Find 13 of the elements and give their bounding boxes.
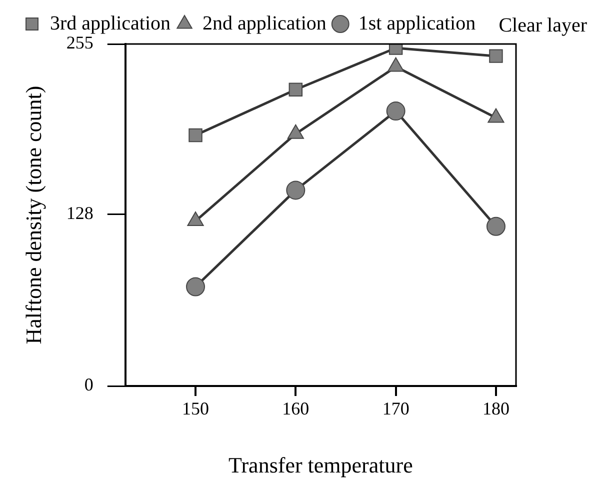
x-tick-label: 150 bbox=[182, 398, 210, 419]
x-tick-label: 180 bbox=[482, 398, 510, 419]
x-tick-label: 170 bbox=[382, 398, 410, 419]
legend-label: 1st application bbox=[358, 12, 476, 34]
x-axis-title: Transfer temperature bbox=[228, 452, 413, 478]
x-tick-label: 160 bbox=[282, 398, 310, 419]
y-tick-label: 0 bbox=[84, 374, 94, 395]
text: Clear layer bbox=[498, 14, 588, 36]
y-tick-label: 128 bbox=[66, 203, 94, 224]
legend-label: 2nd application bbox=[202, 12, 326, 34]
y-axis-title: Halftone density (tone count) bbox=[20, 86, 46, 344]
legend-label: 3rd application bbox=[50, 12, 171, 34]
y-tick-label: 255 bbox=[66, 32, 94, 53]
